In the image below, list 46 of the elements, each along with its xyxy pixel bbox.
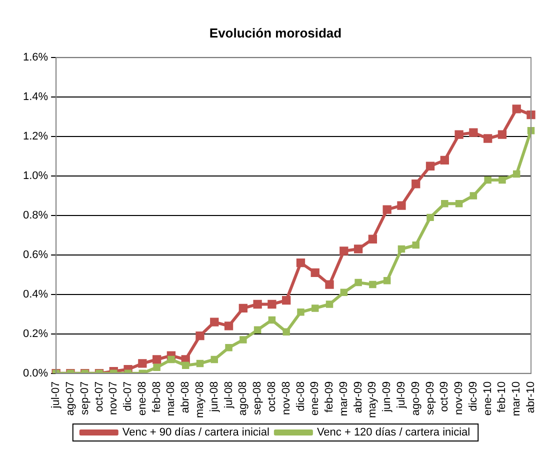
x-tick-label: jun-09 (381, 381, 394, 413)
legend-label: Venc + 90 días / cartera inicial (122, 426, 270, 439)
x-tick-label: mar-10 (510, 381, 523, 416)
x-tick-label: feb-09 (324, 381, 336, 413)
x-tick-label: abr-08 (180, 381, 192, 414)
y-tick-label: 1.4% (22, 91, 48, 104)
x-tick-label: oct-07 (93, 381, 106, 412)
x-tick-label: jul-07 (50, 381, 62, 410)
x-tick-label: may-09 (366, 381, 379, 418)
legend-label: Venc + 120 días / cartera inicial (316, 426, 470, 439)
x-tick-label: nov-08 (280, 381, 292, 415)
y-tick-label: 0.8% (22, 209, 48, 222)
x-tick-label: feb-10 (496, 381, 508, 413)
x-tick-label: mar-09 (338, 381, 350, 416)
y-tick-label: 0.0% (22, 367, 48, 380)
x-tick-label: oct-09 (438, 381, 451, 412)
x-tick-label: jul-08 (222, 381, 235, 410)
x-tick-label: ago-07 (64, 381, 76, 416)
x-tick-label: mar-08 (165, 381, 178, 416)
x-tick-label: jun-08 (208, 381, 220, 413)
y-tick-label: 1.0% (22, 170, 48, 182)
x-tick-label: sep-08 (252, 381, 264, 415)
x-tick-label: ago-08 (237, 381, 250, 416)
x-tick-label: dic-07 (122, 381, 134, 412)
x-tick-label: sep-07 (78, 381, 91, 415)
y-tick-label: 0.2% (22, 328, 48, 340)
x-tick-label: abr-10 (525, 381, 538, 414)
x-tick-label: ene-09 (309, 381, 322, 416)
x-tick-label: abr-09 (352, 381, 364, 414)
x-tick-label: sep-09 (424, 381, 436, 415)
x-tick-label: feb-08 (150, 381, 163, 413)
x-tick-label: may-08 (194, 381, 206, 418)
x-tick-label: jul-09 (396, 381, 408, 410)
y-tick-label: 1.6% (22, 52, 48, 64)
y-tick-label: 0.4% (22, 288, 48, 300)
x-tick-label: oct-08 (266, 381, 278, 412)
x-tick-label: dic-09 (467, 381, 480, 412)
x-tick-label: nov-07 (108, 381, 120, 415)
x-tick-label: ene-08 (136, 381, 148, 416)
y-tick-label: 0.6% (22, 248, 48, 261)
x-tick-label: nov-09 (453, 381, 466, 415)
x-tick-label: ene-10 (482, 381, 494, 416)
x-tick-label: ago-09 (410, 381, 422, 416)
chart-title: Evolución morosidad (209, 25, 342, 40)
x-tick-label: dic-08 (294, 381, 307, 412)
y-tick-label: 1.2% (22, 130, 48, 143)
